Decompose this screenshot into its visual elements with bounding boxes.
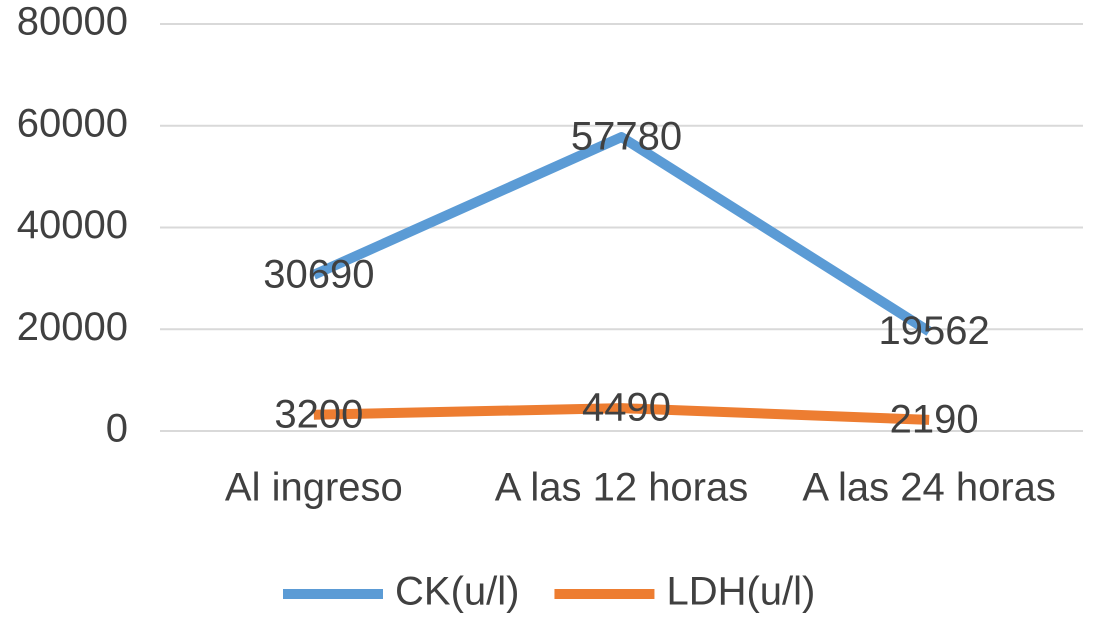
legend-label: LDH(u/l) bbox=[666, 570, 815, 614]
series-line bbox=[311, 132, 932, 336]
data-label: 2190 bbox=[890, 397, 979, 441]
x-tick-label: A las 12 horas bbox=[495, 466, 749, 510]
x-tick-label: A las 24 horas bbox=[802, 466, 1056, 510]
y-tick-label: 20000 bbox=[17, 305, 128, 349]
y-tick-label: 0 bbox=[106, 407, 128, 451]
data-label: 57780 bbox=[571, 115, 682, 159]
y-tick-label: 80000 bbox=[17, 0, 128, 44]
y-tick-label: 60000 bbox=[17, 101, 128, 145]
legend-label: CK(u/l) bbox=[395, 570, 519, 614]
x-tick-label: Al ingreso bbox=[225, 466, 403, 510]
series-line bbox=[313, 403, 930, 425]
data-label: 4490 bbox=[582, 386, 671, 430]
data-label: 19562 bbox=[879, 309, 990, 353]
data-label: 30690 bbox=[263, 252, 374, 296]
y-tick-label: 40000 bbox=[17, 203, 128, 247]
data-label: 3200 bbox=[274, 392, 363, 436]
